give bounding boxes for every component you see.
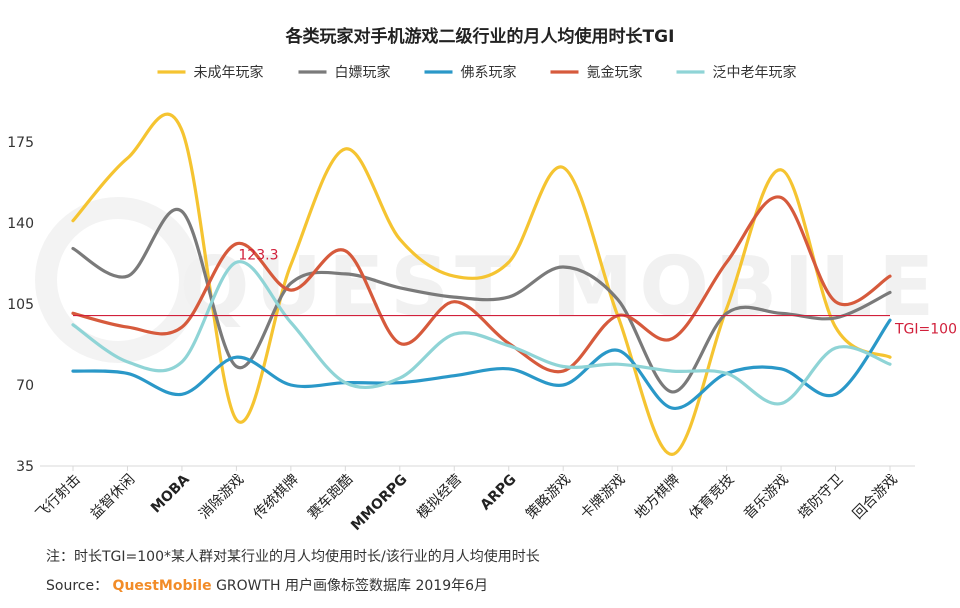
legend: 未成年玩家 白嫖玩家 佛系玩家 氪金玩家 泛中老年玩家 [157,64,797,81]
annotation-layer: TGI=100 123.3 [73,248,957,338]
series-line-3 [71,195,892,374]
source-line: Source： QuestMobile GROWTH 用户画像标签数据库 201… [46,575,488,595]
y-tick-label: 105 [7,297,34,313]
series-line-1 [71,207,892,394]
legend-label: 氪金玩家 [587,64,643,81]
chart-title: 各类玩家对手机游戏二级行业的月人均使用时长TGI [285,26,675,47]
y-tick-label: 70 [16,378,34,394]
watermark: QUEST MOBILE [35,197,940,363]
legend-item: 佛系玩家 [424,64,517,81]
legend-label: 未成年玩家 [194,64,264,81]
legend-label: 泛中老年玩家 [713,64,797,81]
x-tick-label: 卡牌游戏 [577,471,629,523]
legend-item: 泛中老年玩家 [676,64,797,81]
y-tick-label: 140 [7,216,34,232]
x-tick-label: 飞行射击 [33,472,84,523]
watermark-logo-icon [35,197,201,363]
legend-item: 氪金玩家 [550,64,643,81]
x-tick-label: 消除游戏 [196,472,247,523]
x-tick-label: 音乐游戏 [740,471,792,523]
legend-item: 未成年玩家 [157,64,264,81]
line-chart: 各类玩家对手机游戏二级行业的月人均使用时长TGI 未成年玩家 白嫖玩家 佛系玩家 氪金… [7,26,957,534]
reference-line-label: TGI=100 [894,322,957,338]
x-tick-label: ARPG [478,472,520,514]
y-tick-label: 175 [7,135,34,151]
x-tick-label: 赛车跑酷 [305,471,357,523]
x-tick-label: 塔防守卫 [795,472,846,523]
x-tick-label: 回合游戏 [850,472,901,523]
annotation-label: 123.3 [238,248,278,264]
series-line-2 [71,318,892,410]
series-layer [71,112,892,457]
series-line-4 [71,260,892,406]
x-tick-label: 地方棋牌 [631,471,683,523]
x-tick-label: 传统棋牌 [250,471,302,523]
legend-label: 佛系玩家 [461,64,517,81]
x-tick-label: 模拟经营 [414,472,465,523]
legend-item: 白嫖玩家 [298,64,391,81]
watermark-text: QUEST MOBILE [180,240,940,335]
legend-label: 白嫖玩家 [335,64,391,81]
x-tick-label: 策略游戏 [522,471,574,523]
x-tick-label: 体育竞技 [686,471,738,523]
source-label: Source： [46,578,109,594]
series-line-0 [71,112,892,457]
source-text: GROWTH 用户画像标签数据库 2019年6月 [216,578,489,594]
x-tick-label: MMORPG [348,472,410,534]
x-tick-label: MOBA [148,471,193,516]
y-tick-label: 35 [16,459,34,475]
x-tick-label: 益智休闲 [87,472,138,523]
source-brand: QuestMobile [112,578,212,594]
footnote: 注：时长TGI=100*某人群对某行业的月人均使用时长/该行业的月人均使用时长 [46,549,540,565]
